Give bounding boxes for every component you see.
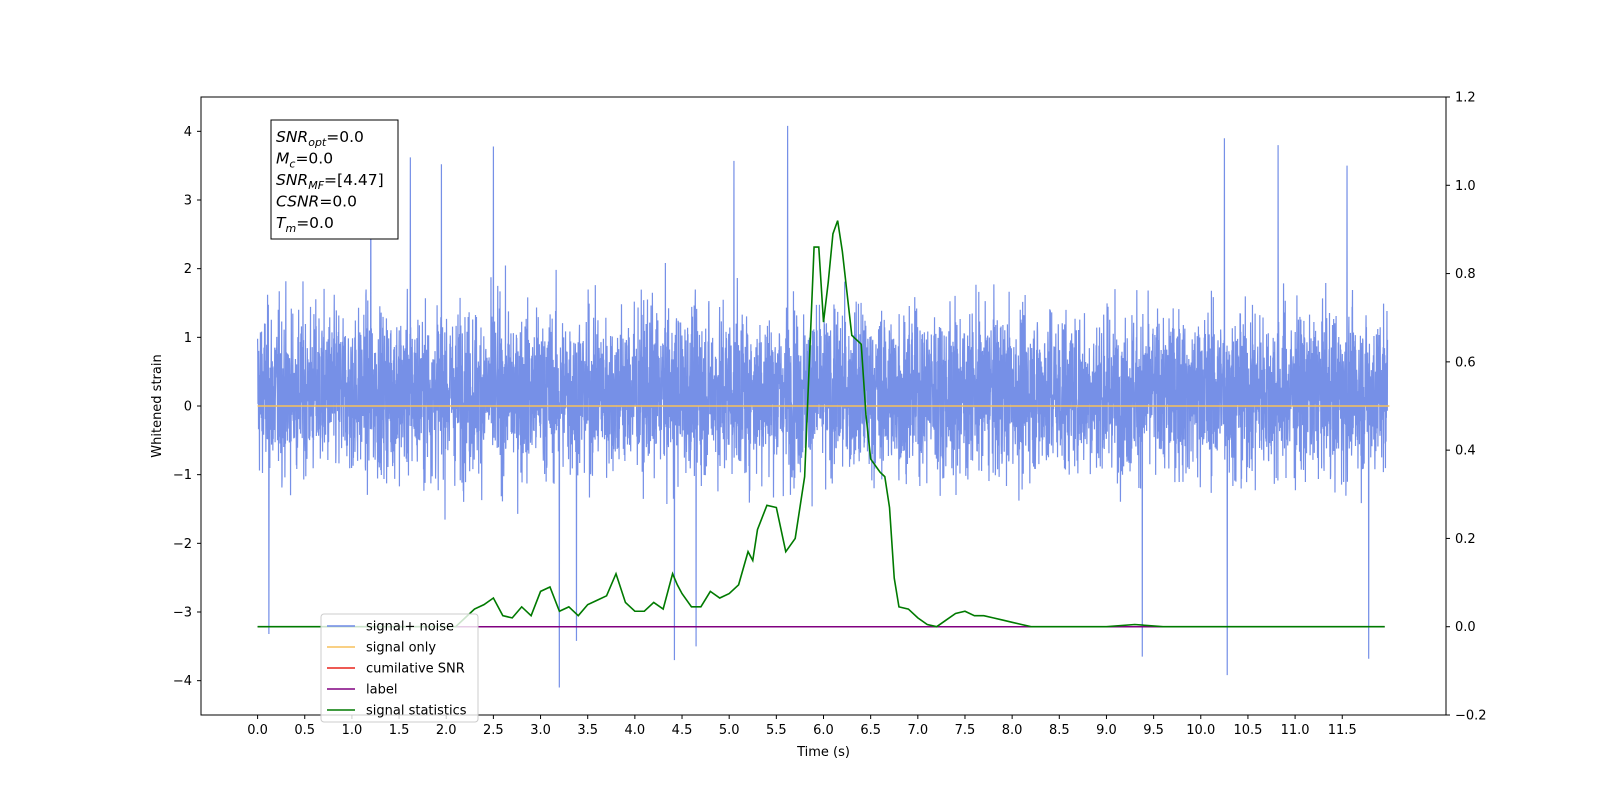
- y-tick-label: 0: [184, 400, 192, 415]
- info-box: SNRopt=0.0Mc=0.0SNRMF=[4.47]CSNR=0.0Tm=0…: [270, 119, 399, 240]
- legend-label: signal+ noise: [366, 620, 454, 635]
- info-value: =0.0: [295, 150, 333, 168]
- info-subscript: c: [289, 158, 295, 171]
- x-tick-label: 0.5: [294, 723, 315, 738]
- info-symbol: T: [276, 214, 287, 232]
- axes: 0.0 0.5 1.0 1.5 2.0 2.5 3.0 3.5 4.0 4.5 5.0 5.5 6.0 6…: [150, 91, 1487, 761]
- x-tick-label: 7.5: [955, 723, 976, 738]
- legend-label: label: [366, 683, 397, 698]
- info-line: CSNR=0.0: [276, 193, 357, 211]
- x-tick-label: 10.5: [1233, 723, 1262, 738]
- x-tick-label: 9.5: [1143, 723, 1164, 738]
- y2-tick-label: −0.2: [1455, 709, 1487, 724]
- y-tick-label: 3: [184, 194, 192, 209]
- y2-tick-label: 0.4: [1455, 444, 1476, 459]
- x-tick-label: 4.5: [672, 723, 693, 738]
- info-line: Mc=0.0: [276, 150, 333, 171]
- x-tick-label: 2.0: [436, 723, 457, 738]
- noise-series-layer: [256, 125, 1389, 688]
- y-tick-label: 4: [184, 125, 192, 140]
- y2-tick-label: 0.2: [1455, 532, 1476, 547]
- x-tick-label: 10.0: [1186, 723, 1215, 738]
- x-tick-label: 0.0: [247, 723, 268, 738]
- info-line: Tm=0.0: [276, 214, 334, 235]
- x-tick-label: 5.5: [766, 723, 787, 738]
- y-tick-label: −4: [173, 674, 192, 689]
- x-tick-label: 9.0: [1096, 723, 1117, 738]
- x-tick-label: 6.5: [860, 723, 881, 738]
- x-tick-label: 2.5: [483, 723, 504, 738]
- info-symbol: M: [276, 150, 289, 168]
- info-symbol: SNR: [276, 128, 308, 146]
- x-tick-label: 1.5: [389, 723, 410, 738]
- y-tick-label: −3: [173, 606, 192, 621]
- y-tick-label: 1: [184, 331, 192, 346]
- x-tick-label: 6.0: [813, 723, 834, 738]
- info-symbol: SNR: [276, 171, 308, 189]
- x-tick-label: 7.0: [907, 723, 928, 738]
- y2-tick-label: 1.2: [1455, 91, 1476, 106]
- y-tick-label: 2: [184, 262, 192, 277]
- info-line: SNRopt=0.0: [276, 128, 364, 149]
- y-tick-label: −2: [173, 537, 192, 552]
- legend-frame: [320, 613, 479, 723]
- x-tick-label: 5.0: [719, 723, 740, 738]
- info-value: =[4.47]: [324, 171, 384, 189]
- info-symbol: CSNR: [276, 193, 319, 211]
- legend-label: signal only: [366, 641, 436, 656]
- legend-label: signal statistics: [366, 704, 467, 719]
- series-signal-plus-noise: [256, 125, 1389, 688]
- x-tick-label: 3.0: [530, 723, 551, 738]
- x-tick-label: 11.5: [1328, 723, 1357, 738]
- info-subscript: opt: [308, 136, 327, 149]
- info-line: SNRMF=[4.47]: [276, 171, 384, 192]
- x-axis-label: Time (s): [796, 745, 850, 760]
- x-tick-label: 4.0: [625, 723, 646, 738]
- info-box-frame: [270, 119, 399, 240]
- series-signal-statistics: [257, 220, 1385, 628]
- y2-tick-label: 0.6: [1455, 355, 1476, 370]
- info-value: =0.0: [326, 128, 364, 146]
- x-tick-label: 8.5: [1049, 723, 1070, 738]
- y2-tick-label: 1.0: [1455, 179, 1476, 194]
- info-subscript: MF: [308, 179, 324, 192]
- legend-label: cumilative SNR: [366, 662, 465, 677]
- y2-tick-label: 0.8: [1455, 267, 1476, 282]
- y2-tick-label: 0.0: [1455, 620, 1476, 635]
- x-tick-label: 8.0: [1002, 723, 1023, 738]
- info-value: =0.0: [296, 214, 334, 232]
- y-axis-label: Whitened strain: [150, 354, 165, 457]
- y-tick-label: −1: [173, 468, 192, 483]
- info-value: =0.0: [319, 193, 357, 211]
- info-subscript: m: [285, 222, 296, 235]
- x-tick-label: 11.0: [1281, 723, 1310, 738]
- x-tick-label: 3.5: [577, 723, 598, 738]
- x-tick-label: 1.0: [342, 723, 363, 738]
- legend: signal+ noise signal only cumilative SNR la…: [320, 613, 479, 723]
